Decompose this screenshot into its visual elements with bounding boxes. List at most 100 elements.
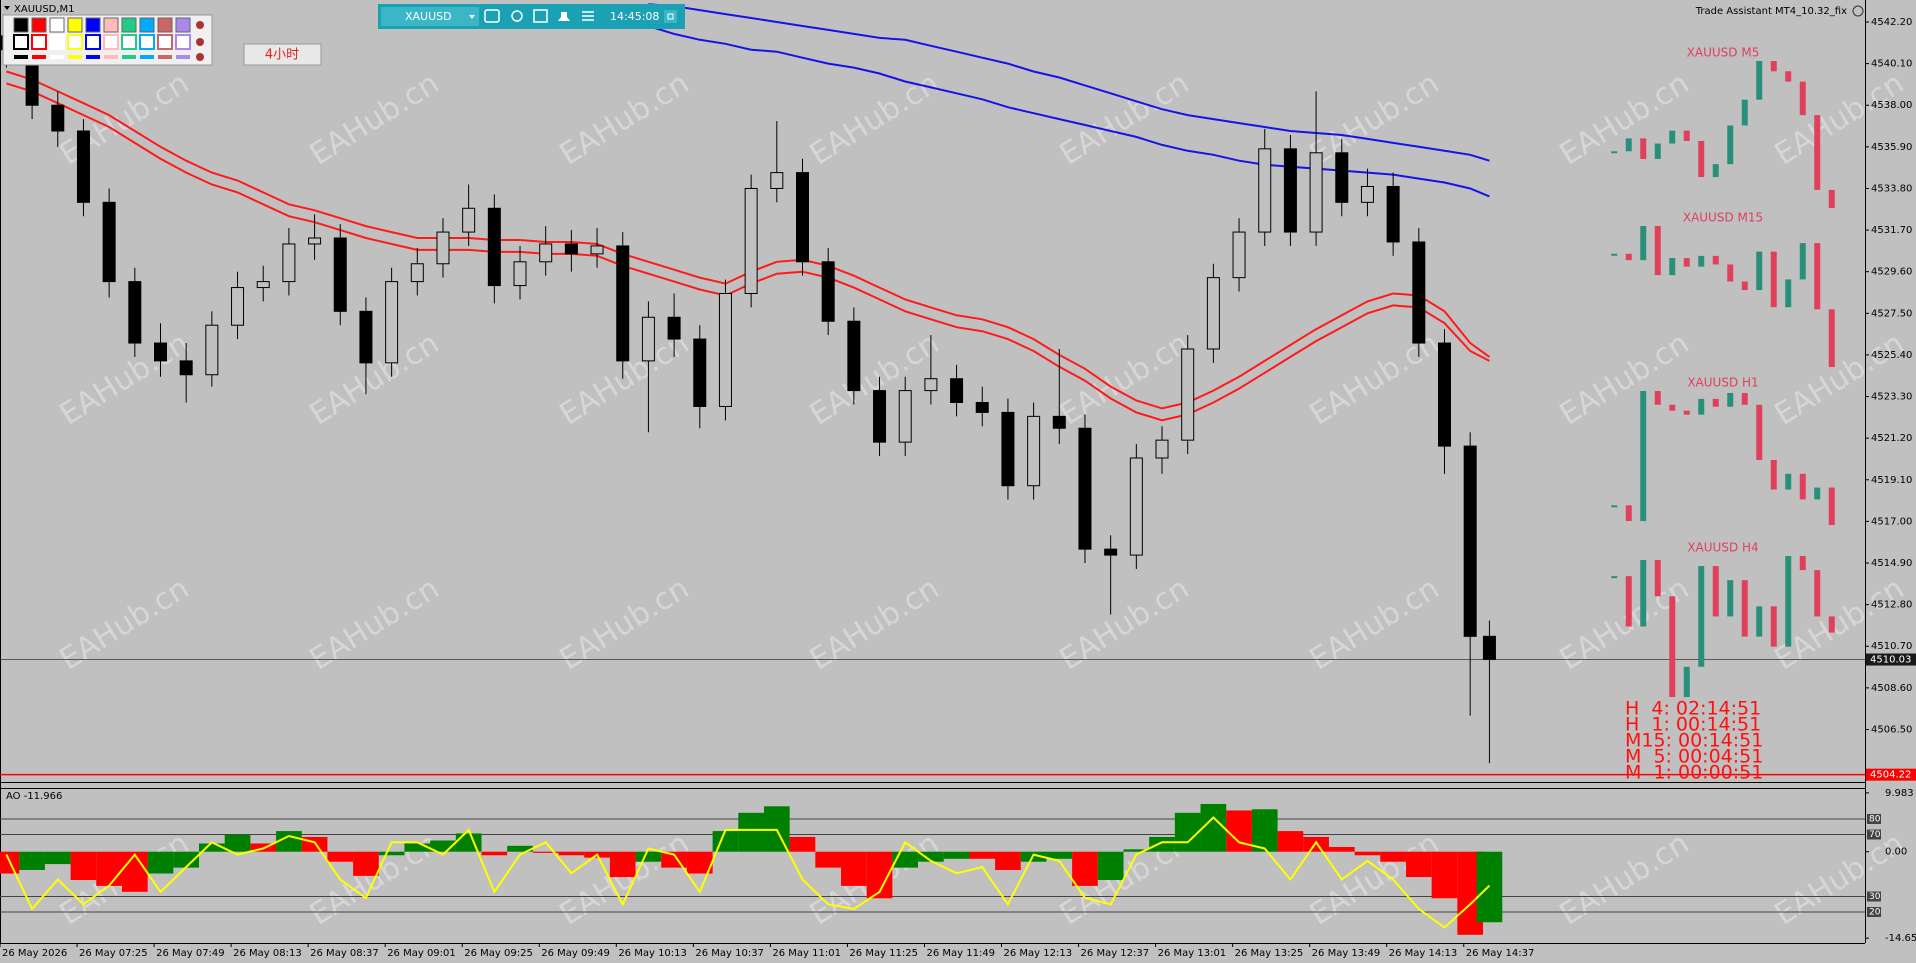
candle-body — [359, 310, 373, 364]
palette-swatch-outline[interactable] — [85, 34, 101, 50]
price-label: 4504.22 — [1870, 770, 1911, 781]
calendar-icon[interactable] — [533, 9, 548, 23]
toolbar-symbol[interactable]: XAUUSD — [405, 10, 452, 23]
palette-line[interactable] — [32, 55, 46, 59]
palette-line[interactable] — [14, 55, 28, 59]
palette-line[interactable] — [140, 55, 154, 59]
candle-body — [590, 245, 604, 255]
palette-line[interactable] — [68, 55, 82, 59]
symbol-dropdown[interactable] — [381, 7, 479, 26]
palette-swatch[interactable] — [103, 17, 119, 33]
candle-body — [153, 342, 167, 362]
mini-candle — [1712, 255, 1719, 265]
mini-candle — [1625, 576, 1632, 627]
ao-bar — [1405, 851, 1432, 878]
mini-candle — [1683, 130, 1690, 141]
x-tick-label: 26 May 11:25 — [849, 948, 918, 959]
candle-body — [1386, 185, 1400, 243]
palette-line[interactable] — [176, 55, 190, 59]
palette-swatch[interactable] — [31, 17, 47, 33]
palette-swatch-outline[interactable] — [103, 34, 119, 50]
palette-swatch-outline[interactable] — [13, 34, 29, 50]
candle-body — [1129, 457, 1143, 556]
candle-body — [641, 316, 655, 362]
palette-swatch[interactable] — [49, 17, 65, 33]
x-tick-label: 26 May 10:37 — [695, 948, 764, 959]
mini-candle — [1669, 258, 1676, 276]
mini-candle — [1712, 164, 1719, 178]
mini-candle — [1698, 566, 1705, 667]
color-palette[interactable] — [2, 14, 213, 66]
candle-body — [51, 104, 65, 132]
palette-swatch-outline[interactable] — [67, 34, 83, 50]
mini-candle — [1785, 556, 1792, 647]
palette-swatch[interactable] — [157, 17, 173, 33]
y-tick-label: 9.983 — [1885, 788, 1914, 799]
palette-swatch-outline[interactable] — [139, 34, 155, 50]
candle-body — [1027, 415, 1041, 487]
mini-candle — [1814, 243, 1821, 310]
x-tick-label: 26 May 13:01 — [1158, 948, 1227, 959]
mini-candle — [1756, 251, 1763, 291]
candle-body — [1181, 348, 1195, 441]
mini-candle — [1625, 505, 1632, 522]
candle-body — [770, 172, 784, 189]
level-label: 80 — [1869, 815, 1881, 825]
countdown-line: H 4: 02:14:51 — [1625, 698, 1761, 720]
level-label-bg — [1867, 907, 1881, 917]
palette-line[interactable] — [86, 55, 100, 59]
timeframe-button-label[interactable]: 4小时 — [265, 48, 299, 63]
candle-body — [898, 390, 912, 443]
palette-swatch-outline[interactable] — [157, 34, 173, 50]
palette-swatch[interactable] — [85, 17, 101, 33]
ao-bar — [995, 851, 1021, 870]
menu-icon[interactable] — [582, 11, 594, 21]
candle-body — [1309, 152, 1323, 233]
palette-swatch-outline[interactable] — [175, 34, 191, 50]
menu-arrow — [4, 6, 10, 10]
palette-swatch[interactable] — [139, 17, 155, 33]
camera-icon[interactable] — [484, 9, 500, 23]
palette-line[interactable] — [50, 55, 64, 59]
mini-candle — [1828, 616, 1835, 633]
ao-bar — [19, 851, 45, 870]
x-tick-label: 26 May 10:13 — [618, 948, 687, 959]
y-tick-label: 4510.70 — [1871, 641, 1912, 652]
timeframe-button[interactable] — [243, 43, 322, 66]
settings-icon[interactable] — [1852, 5, 1864, 17]
palette-swatch[interactable] — [67, 17, 83, 33]
minimize-button[interactable] — [664, 10, 677, 23]
mini-candle — [1611, 505, 1618, 508]
palette-tool[interactable] — [196, 53, 204, 61]
mini-candle — [1654, 560, 1661, 597]
palette-swatch-outline[interactable] — [121, 34, 137, 50]
palette-line[interactable] — [104, 55, 118, 59]
ao-bar — [70, 851, 97, 880]
mini-candle — [1654, 391, 1661, 405]
oscillator-line — [5, 816, 1491, 929]
x-tick-label: 26 May 07:25 — [79, 948, 148, 959]
ao-bar — [1328, 846, 1355, 852]
palette-swatch[interactable] — [175, 17, 191, 33]
ao-bar — [1476, 851, 1503, 923]
palette-swatch-outline[interactable] — [49, 34, 65, 50]
palette-swatch[interactable] — [13, 17, 29, 33]
ao-bar — [1200, 803, 1227, 852]
x-tick-label: 26 May 14:37 — [1466, 948, 1535, 959]
palette-line[interactable] — [122, 55, 136, 59]
palette-tool[interactable] — [196, 38, 204, 46]
palette-swatch[interactable] — [121, 17, 137, 33]
y-tick-label: 4508.60 — [1871, 683, 1912, 694]
bell-icon[interactable] — [558, 12, 570, 21]
palette-tool[interactable] — [196, 21, 204, 29]
palette-line[interactable] — [158, 55, 172, 59]
y-tick-label: 4514.90 — [1871, 558, 1912, 569]
mini-candle — [1698, 255, 1705, 267]
eye-icon[interactable] — [511, 10, 523, 22]
ao-bar — [1303, 836, 1329, 852]
mini-chart-title: XAUUSD M15 — [1683, 211, 1763, 225]
candle-body — [1258, 148, 1272, 233]
candle-body — [487, 207, 501, 287]
mini-candle — [1640, 226, 1647, 261]
palette-swatch-outline[interactable] — [31, 34, 47, 50]
